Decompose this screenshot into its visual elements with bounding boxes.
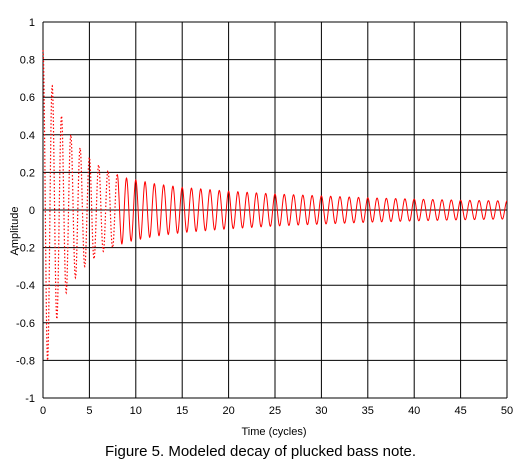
series-line-solid bbox=[116, 174, 508, 245]
x-tick-label: 35 bbox=[362, 405, 374, 417]
x-tick-label: 40 bbox=[408, 405, 420, 417]
y-tick-label: 0.2 bbox=[20, 167, 35, 179]
x-tick-label: 50 bbox=[501, 405, 513, 417]
y-tick-label: -0.2 bbox=[16, 243, 35, 255]
x-tick-label: 15 bbox=[176, 405, 188, 417]
figure-caption: Figure 5. Modeled decay of plucked bass … bbox=[104, 443, 417, 460]
series-line-dotted bbox=[42, 50, 118, 361]
y-tick-labels: -1 -0.8 -0.6 -0.4 -0.2 0 0.2 0.4 0.6 0.8 1 bbox=[16, 17, 35, 405]
y-axis-title: Amplitude bbox=[9, 207, 21, 256]
grid bbox=[42, 21, 508, 399]
y-tick-label: 0.6 bbox=[20, 92, 35, 104]
y-tick-label: 0 bbox=[29, 205, 35, 217]
y-tick-label: -1 bbox=[25, 393, 35, 405]
y-tick-label: -0.6 bbox=[16, 318, 35, 330]
y-tick-label: -0.8 bbox=[16, 355, 35, 367]
y-tick-label: 0.8 bbox=[20, 55, 35, 67]
x-tick-label: 45 bbox=[454, 405, 466, 417]
x-tick-label: 10 bbox=[130, 405, 142, 417]
series-trace bbox=[42, 50, 508, 361]
x-tick-label: 25 bbox=[269, 405, 281, 417]
y-tick-label: 0.4 bbox=[20, 130, 35, 142]
y-tick-label: -0.4 bbox=[16, 280, 35, 292]
x-tick-labels: 0 5 10 15 20 25 30 35 40 45 50 bbox=[40, 405, 513, 417]
x-tick-label: 5 bbox=[86, 405, 92, 417]
x-tick-label: 0 bbox=[40, 405, 46, 417]
x-axis-title: Time (cycles) bbox=[242, 426, 307, 438]
x-tick-label: 20 bbox=[222, 405, 234, 417]
x-tick-label: 30 bbox=[315, 405, 327, 417]
y-tick-label: 1 bbox=[29, 17, 35, 29]
